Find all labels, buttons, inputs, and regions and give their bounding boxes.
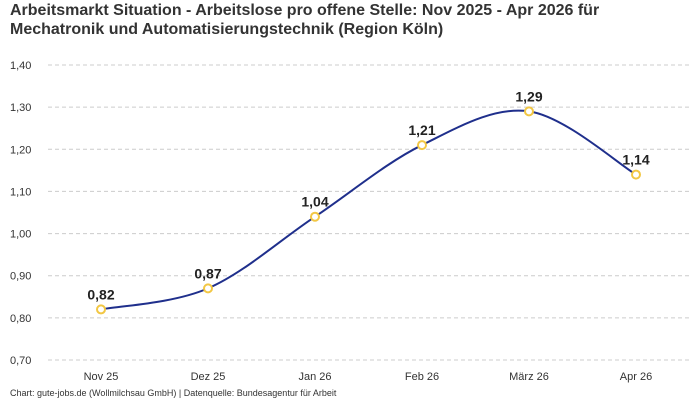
data-label: 0,87 [194,265,221,281]
chart-source-credit: Chart: gute-jobs.de (Wollmilchsau GmbH) … [10,388,337,398]
data-point-marker [631,169,641,180]
chart-title: Arbeitsmarkt Situation - Arbeitslose pro… [10,2,600,38]
y-tick-label: 1,10 [10,186,31,198]
y-tick-label: 1,40 [10,60,31,72]
y-tick-label: 1,20 [10,144,31,156]
data-label: 1,29 [515,88,542,104]
y-tick-label: 1,00 [10,229,31,241]
y-tick-label: 1,30 [10,102,31,114]
x-tick-label: Apr 26 [620,371,652,383]
x-tick-label: Feb 26 [405,371,439,383]
y-tick-label: 0,80 [10,313,31,325]
x-tick-label: Jan 26 [298,371,331,383]
data-point-marker [203,283,213,294]
data-point-marker [524,106,534,117]
series-line [100,109,637,311]
data-label: 1,21 [408,122,435,138]
data-point-marker [417,140,427,151]
x-tick-label: Nov 25 [84,371,119,383]
y-tick-label: 0,90 [10,271,31,283]
data-label: 1,14 [622,152,649,168]
x-tick-label: Dez 25 [191,371,226,383]
data-point-marker [96,304,106,315]
data-label: 0,82 [87,286,114,302]
y-tick-label: 0,70 [10,355,31,367]
x-tick-label: März 26 [509,371,549,383]
data-label: 1,04 [301,194,328,210]
data-point-marker [310,211,320,222]
